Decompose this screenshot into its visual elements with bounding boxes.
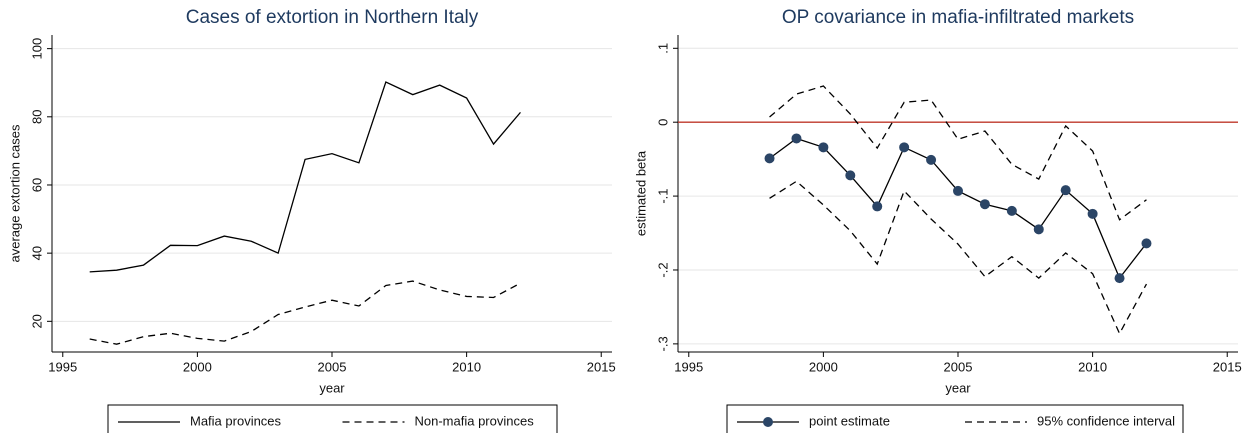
- y-tick-label: 80: [29, 110, 44, 124]
- point: [1114, 273, 1125, 284]
- legend-label: 95% confidence interval: [1037, 413, 1175, 428]
- chart-title: OP covariance in mafia-infiltrated marke…: [782, 7, 1134, 28]
- y-tick-label: .1: [655, 43, 670, 54]
- point: [953, 185, 963, 196]
- series-line: [769, 85, 1147, 221]
- point: [764, 153, 775, 164]
- point: [1006, 205, 1017, 216]
- legend-label: Non-mafia provinces: [415, 413, 535, 428]
- series-line: [769, 137, 1147, 280]
- point: [899, 142, 910, 153]
- point: [1087, 208, 1098, 219]
- y-tick-label: 40: [29, 246, 44, 260]
- legend-marker: [763, 417, 773, 427]
- point: [926, 154, 937, 165]
- series-line: [89, 280, 521, 345]
- x-axis-title: year: [319, 380, 345, 395]
- series-line: [769, 180, 1148, 335]
- point: [1141, 238, 1152, 249]
- legend-label: point estimate: [809, 413, 890, 428]
- point: [1033, 224, 1044, 235]
- x-tick-label: 2000: [809, 359, 838, 374]
- y-tick-label: -.3: [655, 336, 670, 351]
- y-tick-label: 0: [655, 119, 670, 126]
- x-axis-title: year: [945, 380, 971, 395]
- point: [1060, 185, 1071, 196]
- y-tick-label: 60: [29, 178, 44, 192]
- series-line: [89, 81, 521, 273]
- point: [791, 133, 802, 144]
- y-tick-label: 100: [29, 38, 44, 60]
- x-tick-label: 2015: [1213, 359, 1242, 374]
- point: [845, 170, 856, 181]
- legend-box: [107, 404, 558, 433]
- chart: Cases of extortion in Northern Italy 20 40…: [7, 7, 616, 433]
- y-tick-label: -.2: [655, 262, 670, 277]
- y-tick-label: -.1: [655, 189, 670, 204]
- x-tick-label: 2010: [1078, 359, 1107, 374]
- x-tick-label: 2000: [183, 359, 212, 374]
- point: [818, 142, 829, 153]
- y-axis-title: average extortion cases: [7, 124, 22, 263]
- chart: OP covariance in mafia-infiltrated marke…: [633, 7, 1242, 433]
- x-tick-label: 2005: [944, 359, 973, 374]
- chart-title: Cases of extortion in Northern Italy: [186, 7, 479, 28]
- point: [872, 201, 883, 212]
- x-tick-label: 2015: [587, 359, 616, 374]
- y-tick-label: 20: [29, 314, 44, 328]
- x-tick-label: 2010: [452, 359, 481, 374]
- x-tick-label: 1995: [48, 359, 77, 374]
- y-axis-title: estimated beta: [633, 150, 648, 236]
- x-tick-label: 2005: [318, 359, 347, 374]
- legend-box: [726, 404, 1184, 433]
- legend-label: Mafia provinces: [190, 413, 282, 428]
- point: [979, 199, 990, 210]
- x-tick-label: 1995: [674, 359, 703, 374]
